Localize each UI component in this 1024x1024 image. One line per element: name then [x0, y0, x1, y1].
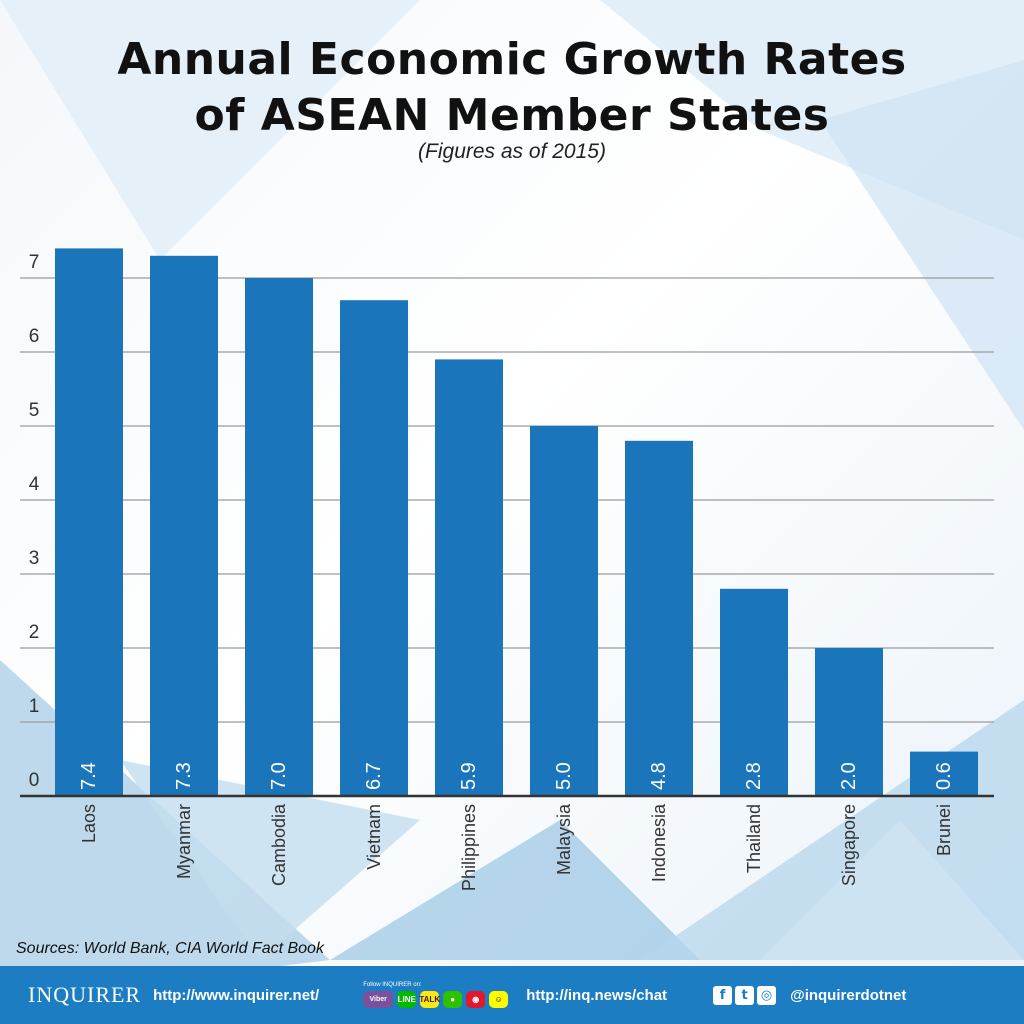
snapchat-icon[interactable]: ☺	[489, 991, 509, 1008]
chart-title-line-1: Annual Economic Growth Rates	[117, 34, 907, 85]
x-tick-label-vietnam: Vietnam	[364, 804, 384, 870]
y-tick-label-5: 5	[29, 400, 40, 421]
y-tick-label-1: 1	[29, 696, 40, 717]
data-label-vietnam: 6.7	[363, 762, 385, 790]
x-tick-label-philippines: Philippines	[459, 804, 479, 891]
follow-label: Follow INQUIRER on:	[363, 982, 422, 988]
viber-icon[interactable]: Viber	[363, 991, 394, 1008]
y-tick-label-3: 3	[29, 548, 40, 569]
x-tick-label-indonesia: Indonesia	[649, 803, 669, 882]
bar-myanmar	[150, 255, 218, 797]
data-label-indonesia: 4.8	[648, 762, 670, 790]
kakaotalk-icon[interactable]: TALK	[419, 991, 440, 1008]
social-icons: f t ◎	[713, 985, 777, 1005]
y-tick-label-2: 2	[29, 622, 40, 643]
bar-singapore	[815, 648, 883, 796]
bar-thailand	[720, 588, 788, 796]
messaging-apps: Follow INQUIRER on: Viber LINE TALK ● ◉ …	[363, 982, 509, 1008]
wechat-icon[interactable]: ●	[443, 991, 463, 1008]
x-tick-label-laos: Laos	[79, 804, 99, 843]
bar-philippines	[435, 359, 503, 796]
bar-brunei	[910, 751, 978, 796]
twitter-icon[interactable]: t	[735, 985, 755, 1005]
x-tick-label-brunei: Brunei	[934, 804, 954, 856]
x-tick-label-myanmar: Myanmar	[174, 804, 194, 879]
website-link[interactable]: http://www.inquirer.net/	[153, 986, 320, 1004]
social-handle[interactable]: @inquirerdotnet	[790, 986, 907, 1004]
bar-indonesia	[625, 440, 693, 796]
y-tick-label-0: 0	[29, 770, 40, 791]
data-label-philippines: 5.9	[458, 762, 480, 790]
data-label-singapore: 2.0	[838, 762, 860, 790]
chart-title: Annual Economic Growth Rates of ASEAN Me…	[0, 32, 1024, 144]
sources-note: Sources: World Bank, CIA World Fact Book	[16, 940, 324, 957]
chart-title-line-2: of ASEAN Member States	[194, 90, 830, 141]
facebook-icon[interactable]: f	[713, 985, 733, 1005]
data-label-myanmar: 7.3	[173, 762, 195, 790]
data-label-brunei: 0.6	[933, 762, 955, 790]
data-label-cambodia: 7.0	[268, 762, 290, 790]
data-label-laos: 7.4	[78, 762, 100, 790]
data-label-thailand: 2.8	[743, 762, 765, 790]
x-tick-label-singapore: Singapore	[839, 804, 859, 886]
y-tick-label-4: 4	[29, 474, 40, 495]
instagram-icon[interactable]: ◎	[757, 985, 777, 1005]
x-tick-label-malaysia: Malaysia	[554, 803, 574, 875]
chart-subtitle: (Figures as of 2015)	[418, 140, 606, 163]
y-tick-label-6: 6	[29, 326, 40, 347]
weibo-icon[interactable]: ◉	[466, 991, 486, 1008]
x-tick-label-thailand: Thailand	[744, 804, 764, 873]
data-label-malaysia: 5.0	[553, 762, 575, 790]
bar-cambodia	[245, 278, 313, 796]
bar-laos	[55, 248, 123, 796]
x-tick-label-cambodia: Cambodia	[269, 803, 289, 886]
y-tick-label-7: 7	[29, 252, 40, 273]
line-icon[interactable]: LINE	[397, 991, 417, 1008]
chat-link[interactable]: http://inq.news/chat	[526, 986, 668, 1004]
bar-vietnam	[340, 300, 408, 796]
inquirer-logo[interactable]: INQUIRER	[28, 982, 142, 1007]
footer-bar: INQUIRER http://www.inquirer.net/ Follow…	[0, 966, 1024, 1024]
bar-malaysia	[530, 426, 598, 796]
